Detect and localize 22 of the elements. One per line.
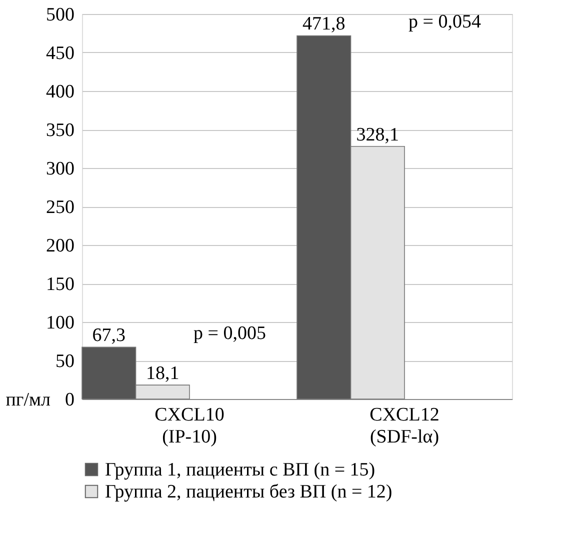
annotation: p = 0,005 bbox=[194, 323, 266, 344]
legend-label: Группа 2, пациенты без ВП (n = 12) bbox=[105, 482, 392, 502]
y-tick-label: 0 bbox=[65, 390, 74, 410]
data-label: 18,1 bbox=[146, 363, 180, 384]
y-tick-label: 350 bbox=[46, 120, 74, 141]
y-tick-label: 300 bbox=[46, 158, 74, 180]
data-label: 328,1 bbox=[356, 124, 399, 146]
annotation: p = 0,054 bbox=[408, 12, 482, 33]
y-axis-title: пг/мл bbox=[6, 390, 52, 410]
data-label: 67,3 bbox=[92, 325, 126, 346]
y-tick-label: 50 bbox=[56, 351, 74, 372]
y-tick-label: 400 bbox=[46, 82, 74, 102]
legend-label: Группа 1, пациенты с ВП (n = 15) bbox=[105, 460, 376, 480]
data-label: 471,8 bbox=[302, 14, 346, 35]
y-tick-label: 100 bbox=[46, 312, 74, 334]
y-tick-label: 500 bbox=[46, 4, 74, 26]
x-tick-label: CXCL10 (IP-10) bbox=[154, 404, 224, 448]
x-tick-label: CXCL12 (SDF-lα) bbox=[370, 404, 440, 448]
y-tick-label: 250 bbox=[46, 197, 74, 218]
y-tick-label: 200 bbox=[46, 236, 74, 256]
y-tick-label: 450 bbox=[46, 43, 74, 64]
y-tick-label: 150 bbox=[46, 274, 74, 295]
